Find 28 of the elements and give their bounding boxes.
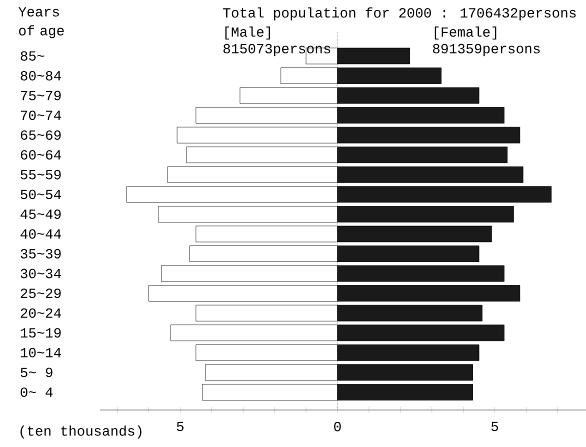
y-tick-label: 35~39: [20, 249, 61, 258]
y-tick-label: 50~54: [20, 190, 61, 200]
chart-title: Total population for 2000 : 1706432persons: [223, 7, 576, 20]
y-tick-label: 40~44: [20, 229, 61, 239]
y-tick-label: 0~ 4: [20, 387, 53, 397]
y-tick-label: 25~29: [20, 288, 61, 298]
y-tick-label: 20~24: [20, 308, 61, 318]
x-tick-label: 5: [176, 422, 184, 432]
y-tick-label: 65~69: [20, 130, 61, 140]
y-tick-label: 10~14: [20, 348, 61, 358]
series-label: [Female]: [434, 26, 496, 40]
y-tick-label: 85~: [20, 51, 44, 61]
annotation: 815073persons: [223, 44, 330, 56]
y-tick-label: 70~74: [20, 110, 61, 120]
y-tick-label: 60~64: [20, 150, 61, 160]
y-tick-label: 55~59: [20, 170, 61, 180]
x-tick-label: 0: [334, 422, 341, 432]
y-tick-label: 75~79: [20, 90, 61, 100]
y-tick-label: 5~ 9: [20, 368, 52, 378]
y-axis-title: Years of age: [18, 7, 64, 38]
x-axis-title: (ten thousands): [20, 425, 142, 438]
text: [Male]: [225, 26, 270, 40]
x-tick-label: 5: [491, 422, 498, 432]
y-tick-label: 45~49: [20, 209, 61, 219]
y-tick-label: 15~19: [20, 328, 61, 338]
y-tick-label: 30~34: [20, 268, 61, 278]
y-tick-label: 80~84: [20, 71, 61, 80]
annotation: 891359persons: [432, 44, 540, 56]
